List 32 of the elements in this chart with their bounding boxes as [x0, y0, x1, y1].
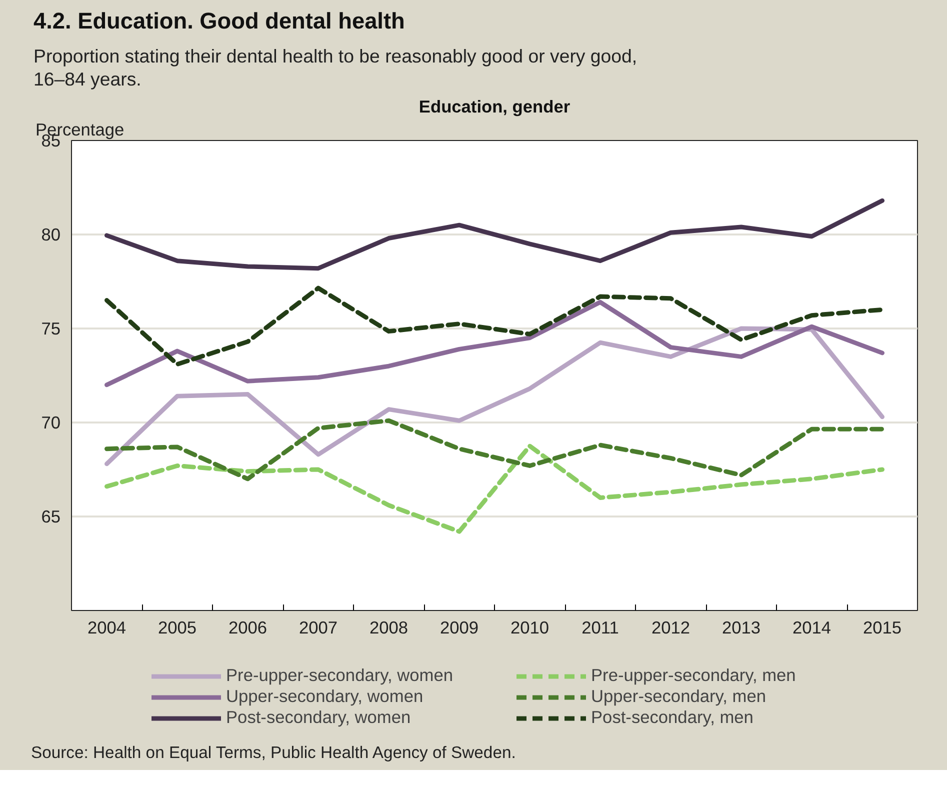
y-tick-label: 75: [41, 318, 61, 338]
x-tick-label: 2015: [862, 618, 902, 638]
x-tick-label: 2009: [440, 618, 479, 638]
line-series: [104, 444, 884, 534]
legend-label: Post-secondary, men: [591, 707, 754, 728]
legend-label: Upper-secondary, women: [226, 686, 424, 707]
y-tick-label: 70: [41, 412, 61, 432]
line-series: [104, 286, 884, 366]
chart-subtitle: Proportion stating their dental health to be reasonably good or very good, 16–84 years.: [34, 45, 638, 90]
legend-label: Post-secondary, women: [226, 707, 412, 728]
line-series: [104, 198, 884, 271]
x-tick-label: 2013: [722, 618, 761, 638]
y-tick-label: 80: [41, 224, 61, 244]
text: Education, gender: [418, 96, 570, 116]
x-tick-label: 2004: [87, 618, 126, 638]
legend-label: Upper-secondary, men: [591, 686, 767, 707]
legend-label: Pre-upper-secondary, men: [591, 665, 797, 686]
x-tick-label: 2007: [298, 618, 338, 638]
chart-title: 4.2. Education. Good dental health: [34, 8, 405, 34]
x-tick-label: 2005: [158, 618, 197, 638]
line-series: [104, 326, 884, 466]
legend-label: Pre-upper-secondary, women: [226, 665, 454, 686]
x-tick-label: 2012: [651, 618, 690, 638]
y-tick-label: 65: [41, 506, 61, 526]
x-tick-label: 2008: [369, 618, 408, 638]
x-tick-label: 2014: [792, 618, 832, 638]
x-tick-label: 2011: [582, 618, 619, 638]
x-tick-label: 2006: [228, 618, 268, 638]
line-series: [104, 300, 884, 388]
source-note: Source: Health on Equal Terms, Public Health Agency of Sweden.: [31, 742, 516, 764]
x-tick-label: 2010: [510, 618, 550, 638]
line-series: [104, 418, 884, 482]
